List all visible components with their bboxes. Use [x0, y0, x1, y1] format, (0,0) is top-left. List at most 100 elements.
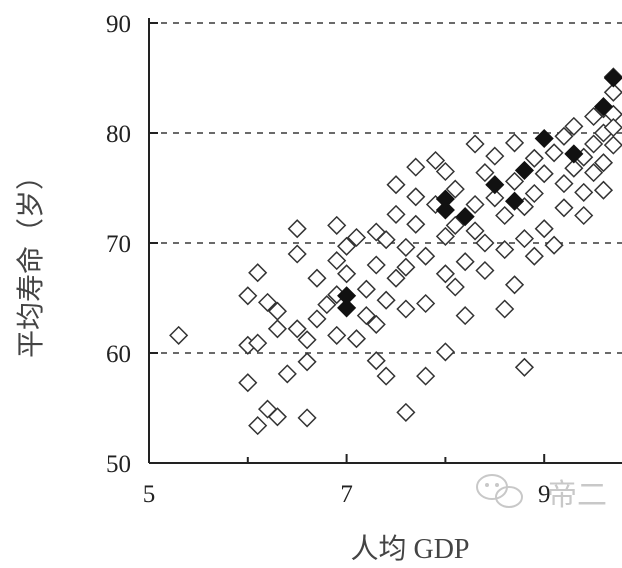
highlighted-point	[455, 207, 475, 227]
scatter-point	[603, 117, 622, 138]
scatter-point	[337, 264, 357, 284]
scatter-point	[257, 292, 278, 312]
scatter-point	[504, 275, 525, 295]
highlighted-point	[514, 160, 535, 180]
scatter-point	[307, 268, 327, 288]
scatter-point	[327, 325, 347, 345]
scatter-point	[524, 183, 544, 204]
scatter-point	[495, 240, 515, 260]
data-points	[169, 67, 622, 436]
scatter-point	[435, 264, 455, 284]
scatter-point	[445, 179, 465, 199]
scatter-point	[327, 215, 347, 235]
scatter-point	[534, 219, 554, 239]
scatter-point	[603, 82, 622, 102]
scatter-point	[475, 163, 495, 183]
scatter-point	[455, 252, 475, 272]
scatter-point	[346, 329, 367, 349]
scatter-point	[297, 330, 317, 350]
highlighted-point	[337, 298, 357, 318]
scatter-point	[465, 194, 485, 215]
scatter-point	[287, 219, 307, 239]
scatter-point	[327, 251, 347, 271]
scatter-point	[445, 215, 465, 235]
scatter-point	[554, 174, 574, 194]
scatter-point	[238, 286, 258, 306]
wechat-icon	[476, 474, 523, 508]
scatter-point	[455, 306, 475, 326]
scatter-point	[544, 235, 564, 255]
axes	[148, 18, 622, 464]
scatter-point	[425, 150, 446, 171]
scatter-point	[593, 180, 614, 200]
watermark-text: 帝二	[547, 478, 607, 513]
tick-labels: 50 60 70 80 90 5 7 9	[106, 11, 550, 508]
scatter-point	[297, 408, 317, 428]
y-axis-title: 平均寿命（岁）	[15, 162, 47, 358]
x-tick-label: 9	[538, 481, 551, 508]
scatter-point	[544, 143, 564, 163]
highlighted-point	[435, 189, 455, 209]
scatter-point	[416, 293, 436, 314]
scatter-point	[504, 133, 525, 153]
y-tick-label: 80	[106, 121, 131, 148]
scatter-point	[495, 205, 515, 226]
scatter-point	[376, 290, 396, 310]
scatter-point	[495, 299, 515, 319]
scatter-point	[465, 134, 485, 154]
scatter-point	[603, 135, 622, 155]
scatter-point	[267, 319, 288, 339]
scatter-point	[386, 268, 406, 288]
scatter-point	[514, 357, 535, 377]
scatter-point	[416, 366, 436, 386]
scatter-point	[396, 402, 416, 422]
highlighted-point	[485, 175, 505, 195]
highlighted-point	[337, 286, 357, 306]
scatter-point	[337, 236, 357, 256]
scatter-point	[574, 182, 594, 202]
y-tick-label: 50	[106, 451, 131, 478]
highlighted-point	[504, 191, 525, 211]
scatter-point	[584, 163, 604, 183]
highlighted-point	[593, 97, 614, 117]
scatter-point	[386, 175, 406, 195]
scatter-point	[366, 255, 386, 275]
scatter-point	[169, 325, 189, 345]
scatter-point	[396, 237, 416, 257]
scatter-point	[356, 279, 376, 299]
x-tick-label: 7	[340, 481, 353, 508]
tick-marks	[148, 22, 546, 464]
scatter-point	[307, 309, 327, 329]
scatter-point	[366, 351, 386, 371]
scatter-point	[593, 153, 614, 173]
scatter-point	[564, 116, 584, 136]
scatter-point	[248, 263, 268, 283]
scatter-point	[416, 246, 436, 266]
scatter-point	[406, 187, 426, 207]
scatter-point	[297, 352, 317, 372]
scatter-point	[475, 260, 495, 281]
x-tick-label: 5	[143, 481, 156, 508]
scatter-point	[514, 229, 535, 249]
scatter-point	[554, 126, 574, 146]
scatter-point	[435, 226, 455, 246]
scatter-point	[396, 299, 416, 319]
watermark: 帝二	[476, 474, 607, 513]
scatter-point	[277, 364, 297, 384]
scatter-point	[475, 233, 495, 253]
highlighted-point	[534, 128, 554, 149]
scatter-point	[238, 373, 258, 393]
y-tick-label: 90	[106, 11, 131, 38]
scatter-point	[574, 205, 594, 226]
x-axis-title: 人均 GDP	[350, 533, 469, 565]
scatter-point	[485, 188, 505, 208]
scatter-point	[248, 333, 268, 353]
highlighted-point	[564, 144, 584, 164]
scatter-point	[356, 306, 376, 326]
scatter-point	[524, 246, 544, 266]
scatter-point	[534, 164, 554, 184]
y-tick-label: 60	[106, 341, 131, 368]
scatter-point	[554, 198, 574, 218]
highlighted-data-points	[337, 68, 622, 318]
